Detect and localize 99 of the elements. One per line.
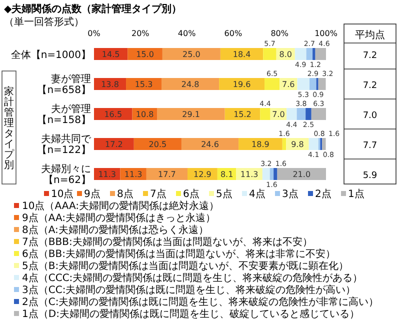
chart-title: ◆夫婦関係の点数（家計管理タイプ別）	[4, 3, 182, 15]
x-tick-label: 80%	[270, 29, 289, 38]
bar	[146, 168, 188, 180]
bar	[315, 48, 326, 60]
bar	[308, 138, 318, 150]
data-label: 29.1	[182, 110, 200, 119]
y-tick-label: 夫が管理【n=158】	[37, 103, 91, 126]
bar	[157, 108, 225, 120]
bar	[294, 48, 306, 60]
legend-label: 3点	[282, 188, 298, 200]
x-tick-label: 60%	[224, 29, 242, 38]
text: 7.2	[362, 81, 378, 91]
x-tick-label: 0%	[88, 29, 101, 38]
chart-subtitle: （単一回答形式）	[4, 16, 84, 28]
data-label: 11.3	[98, 170, 116, 179]
y-axis-title: 家計管理タイプ別	[4, 86, 15, 171]
y-tick-label: 全体【n=1000】	[10, 49, 91, 61]
data-label: 14.5	[102, 50, 120, 59]
bar	[260, 108, 270, 120]
legend-label: 5点	[216, 188, 232, 200]
bar	[306, 108, 312, 120]
x-tick-label: 100%	[314, 29, 338, 38]
y-tick-label: 夫婦共同で【n=122】	[37, 133, 92, 156]
data-label: 16.5	[104, 110, 122, 119]
text: 平均点	[355, 29, 385, 41]
bar	[238, 138, 282, 150]
data-label: 21.0	[292, 170, 311, 179]
data-label: 7.0	[272, 110, 285, 119]
data-label: 8.1	[220, 170, 234, 179]
legend-label: 6点	[183, 188, 200, 200]
text: 7.7	[362, 141, 378, 151]
bar	[282, 138, 286, 150]
bar	[263, 48, 276, 60]
data-label: 15.2	[234, 110, 252, 119]
text: 10点（AAA:夫婦間の愛情関係は絶対永遠）	[22, 200, 219, 212]
y-tick-label: 夫婦別々に【n=62】	[41, 163, 91, 186]
bar	[270, 168, 274, 180]
legend-label: 1点	[348, 188, 364, 200]
data-label: 13.8	[101, 80, 119, 89]
x-tick-label: 40%	[178, 29, 196, 38]
data-label: 19.6	[232, 80, 251, 89]
text: 5点（B:夫婦間の愛情関係は当面は問題ないが、不安要素が既に顕在化）	[22, 260, 349, 272]
bar	[311, 108, 326, 120]
data-label: 18.9	[252, 140, 270, 149]
data-label: 7.6	[282, 80, 295, 89]
text: 7.2	[362, 51, 378, 61]
data-label: 17.2	[105, 140, 123, 149]
bar	[262, 168, 270, 180]
bar	[181, 138, 239, 150]
legend-label: 9点	[84, 188, 100, 200]
text: 9点（AA:夫婦間の愛情関係はきっと永遠）	[22, 212, 216, 224]
text: 5.9	[362, 171, 378, 181]
data-label: 25.0	[182, 50, 200, 59]
data-label: 17.7	[158, 170, 176, 179]
data-label: 9.8	[291, 140, 304, 149]
bar	[162, 48, 220, 60]
bar	[310, 78, 316, 90]
legend-label: 10点	[51, 188, 74, 200]
legend-label: 8点	[117, 188, 134, 200]
bar	[162, 78, 220, 90]
y-tick-label: 妻が管理【n=658】	[37, 73, 91, 96]
text: 8点（A:夫婦間の愛情関係は恐らく永遠）	[22, 224, 208, 236]
data-label: 10.8	[136, 110, 154, 119]
bar	[296, 108, 306, 120]
data-label: 12.9	[194, 170, 212, 179]
data-label: 11.3	[240, 170, 258, 179]
text: 1点（D:夫婦間の愛情関係は既に問題を生じ、破綻していると感じている）	[22, 308, 360, 320]
bar	[297, 78, 310, 90]
bar	[264, 78, 280, 90]
data-label: 24.6	[201, 140, 219, 149]
text: 3点（CC:夫婦間の愛情関係は既に問題を生じ、将来破綻の危険性が高い）	[22, 284, 356, 296]
data-label: 15.3	[134, 80, 153, 89]
bar	[306, 48, 313, 60]
text: 2点（C:夫婦間の愛情関係は既に問題を生じ、将来破綻の危険性が非常に高い）	[22, 296, 379, 308]
bar	[312, 48, 316, 60]
text: 7点（BBB:夫婦間の愛情関係は当面は問題ないが、将来は不安）	[22, 236, 312, 248]
x-tick-label: 20%	[132, 29, 150, 38]
data-label: 15.0	[136, 50, 154, 59]
bar	[286, 108, 297, 120]
bar	[94, 108, 132, 120]
bar	[94, 138, 134, 150]
bar	[134, 138, 182, 150]
data-label: 8.0	[279, 50, 292, 59]
text: 4点（CCC:夫婦間の愛情関係は既に問題を生じ、将来破綻の危険性がある）	[22, 272, 363, 284]
bar	[318, 78, 326, 90]
data-label: 11.3	[124, 170, 142, 179]
bar	[274, 168, 278, 180]
legend-label: 4点	[249, 188, 266, 200]
legend-label: 7点	[150, 188, 166, 200]
text: 6点（BB:夫婦間の愛情関係は当面は問題ないが、将来は非常に不安）	[22, 248, 336, 260]
bar	[277, 168, 326, 180]
legend-label: 2点	[315, 188, 332, 200]
bar	[220, 48, 264, 60]
data-label: 24.8	[181, 80, 200, 89]
text: 7.0	[362, 111, 378, 121]
bar	[219, 78, 265, 90]
data-label: 18.4	[232, 50, 251, 59]
bar	[322, 138, 326, 150]
data-label: 20.5	[148, 140, 167, 149]
